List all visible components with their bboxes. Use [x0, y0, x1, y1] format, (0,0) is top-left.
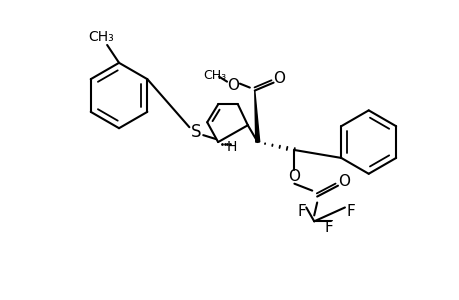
- Text: O: O: [288, 169, 300, 184]
- Polygon shape: [254, 91, 259, 142]
- Text: F: F: [346, 204, 354, 219]
- Text: F: F: [324, 220, 333, 235]
- Text: S: S: [190, 123, 201, 141]
- Text: CH₃: CH₃: [203, 69, 226, 82]
- Text: O: O: [337, 174, 349, 189]
- Text: O: O: [273, 71, 285, 86]
- Text: O: O: [226, 78, 239, 93]
- Text: CH₃: CH₃: [88, 30, 114, 44]
- Text: H: H: [226, 140, 237, 154]
- Text: F: F: [297, 204, 306, 219]
